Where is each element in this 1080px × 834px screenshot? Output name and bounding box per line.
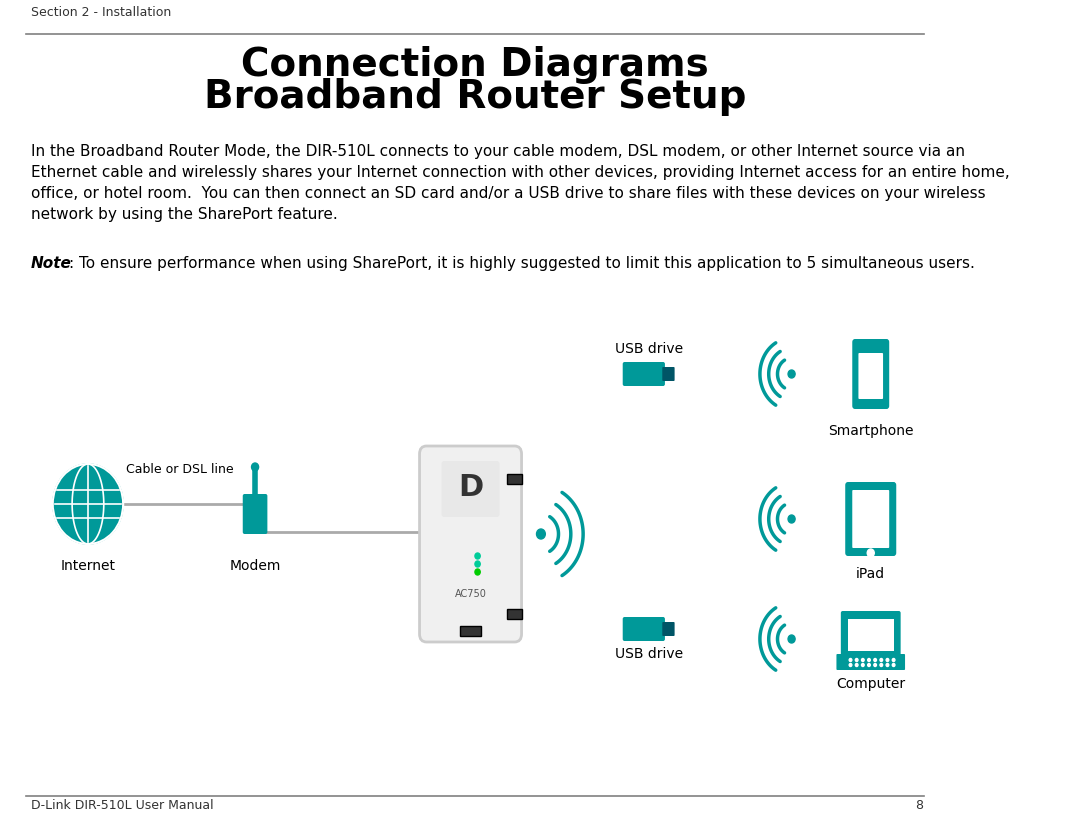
Text: Smartphone: Smartphone: [828, 424, 914, 438]
Circle shape: [855, 659, 858, 661]
FancyBboxPatch shape: [623, 617, 665, 641]
FancyBboxPatch shape: [841, 611, 901, 659]
Circle shape: [862, 664, 864, 666]
Text: 8: 8: [916, 799, 923, 812]
Text: Modem: Modem: [229, 559, 281, 573]
Circle shape: [475, 553, 481, 559]
FancyBboxPatch shape: [419, 446, 522, 642]
Text: Broadband Router Setup: Broadband Router Setup: [204, 78, 746, 116]
FancyBboxPatch shape: [859, 353, 883, 399]
Text: Ethernet cable: Ethernet cable: [420, 549, 522, 563]
Circle shape: [788, 635, 795, 643]
Text: D-Link DIR-510L User Manual: D-Link DIR-510L User Manual: [31, 799, 214, 812]
FancyBboxPatch shape: [846, 482, 896, 556]
Circle shape: [874, 664, 877, 666]
Text: USB drive: USB drive: [615, 342, 684, 356]
Text: USB drive: USB drive: [615, 647, 684, 661]
Text: Internet: Internet: [60, 559, 116, 573]
Circle shape: [53, 464, 123, 544]
Text: D: D: [458, 473, 483, 501]
Text: Connection Diagrams: Connection Diagrams: [241, 46, 708, 84]
FancyBboxPatch shape: [508, 474, 522, 484]
Circle shape: [252, 463, 258, 471]
Circle shape: [862, 659, 864, 661]
FancyBboxPatch shape: [508, 609, 522, 619]
Text: Section 2 - Installation: Section 2 - Installation: [31, 6, 171, 19]
Circle shape: [874, 659, 877, 661]
Circle shape: [855, 664, 858, 666]
Circle shape: [849, 664, 852, 666]
FancyBboxPatch shape: [852, 339, 889, 409]
Circle shape: [537, 529, 545, 539]
FancyBboxPatch shape: [662, 622, 675, 636]
Circle shape: [880, 659, 882, 661]
Text: In the Broadband Router Mode, the DIR-510L connects to your cable modem, DSL mod: In the Broadband Router Mode, the DIR-51…: [31, 144, 1010, 222]
Circle shape: [886, 659, 889, 661]
Circle shape: [886, 664, 889, 666]
Circle shape: [892, 664, 895, 666]
FancyBboxPatch shape: [836, 654, 905, 670]
Circle shape: [849, 659, 852, 661]
Circle shape: [475, 569, 481, 575]
Circle shape: [475, 561, 481, 567]
Text: Cable or DSL line: Cable or DSL line: [126, 463, 234, 476]
Text: AC750: AC750: [455, 589, 486, 599]
FancyBboxPatch shape: [460, 626, 481, 636]
Circle shape: [867, 664, 870, 666]
FancyBboxPatch shape: [848, 619, 893, 651]
Circle shape: [867, 659, 870, 661]
Circle shape: [788, 370, 795, 378]
FancyBboxPatch shape: [243, 494, 268, 534]
Text: iPad: iPad: [856, 567, 886, 581]
Circle shape: [892, 659, 895, 661]
FancyBboxPatch shape: [662, 367, 675, 381]
Circle shape: [788, 515, 795, 523]
Circle shape: [880, 664, 882, 666]
FancyBboxPatch shape: [623, 362, 665, 386]
Text: Computer: Computer: [836, 677, 905, 691]
FancyBboxPatch shape: [852, 490, 889, 548]
Circle shape: [867, 549, 874, 557]
Text: Note: Note: [31, 256, 71, 271]
FancyBboxPatch shape: [442, 461, 500, 517]
Text: : To ensure performance when using SharePort, it is highly suggested to limit th: : To ensure performance when using Share…: [69, 256, 975, 271]
